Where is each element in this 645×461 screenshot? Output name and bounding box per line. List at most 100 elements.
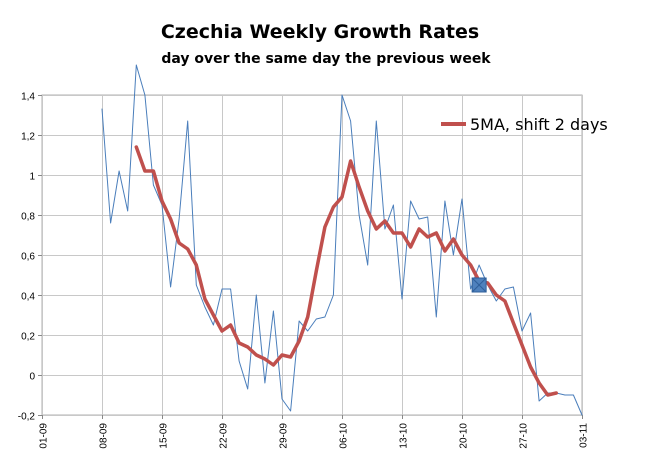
data-point-daily [136,64,138,66]
data-point-5ma [512,321,515,324]
data-point-daily [341,94,343,96]
data-point-daily [247,388,249,390]
y-tick-label: 1,2 [21,132,35,143]
marker-cross-line [471,277,487,293]
x-tick-label: 27-10 [519,423,530,449]
data-point-daily [513,286,515,288]
data-point-daily [436,316,438,318]
data-point-daily [333,294,335,296]
data-point-5ma [426,235,429,238]
data-point-5ma [203,297,206,300]
data-point-daily [376,120,378,122]
data-point-daily [298,320,300,322]
x-tick-label: 22-09 [219,423,230,449]
data-point-daily [221,288,223,290]
data-point-5ma [383,219,386,222]
data-point-5ma [529,365,532,368]
data-point-5ma [255,353,258,356]
data-point-daily [478,264,480,266]
data-point-daily [127,210,129,212]
data-point-daily [573,394,575,396]
data-point-daily [461,198,463,200]
data-point-5ma [366,209,369,212]
data-point-daily [401,298,403,300]
data-point-5ma [435,231,438,234]
data-point-daily [316,318,318,320]
data-point-daily [230,288,232,290]
data-point-daily [153,184,155,186]
data-point-5ma [306,315,309,318]
data-point-5ma [169,217,172,220]
data-point-5ma [375,227,378,230]
data-point-5ma [452,237,455,240]
data-point-5ma [263,357,266,360]
data-point-5ma [546,393,549,396]
y-tick-label: 1 [29,172,35,183]
data-point-5ma [152,169,155,172]
data-point-daily [187,120,189,122]
data-point-5ma [212,313,215,316]
data-point-daily [350,120,352,122]
data-point-5ma [289,355,292,358]
annotations [471,277,487,293]
data-point-5ma [418,227,421,230]
data-point-daily [384,228,386,230]
data-point-5ma [495,293,498,296]
chart-subtitle: day over the same day the previous week [161,51,491,67]
x-tick-label: 01-09 [39,423,50,449]
data-point-daily [204,306,206,308]
data-point-daily [255,294,257,296]
data-point-daily [393,204,395,206]
data-point-5ma [460,253,463,256]
data-point-5ma [520,343,523,346]
data-point-5ma [195,263,198,266]
y-tick-label: 0,8 [21,212,35,223]
data-point-5ma [332,205,335,208]
data-point-5ma [280,353,283,356]
data-point-daily [264,382,266,384]
data-point-daily [410,200,412,202]
data-point-daily [427,216,429,218]
data-point-5ma [358,185,361,188]
data-point-5ma [469,263,472,266]
data-point-daily [521,330,523,332]
data-point-daily [178,218,180,220]
axes: -0,2 0 0,2 0,4 0,6 0,8 1 1,2 1,4 01-09 08-09 15-09 2… [18,92,590,449]
data-point-daily [418,218,420,220]
data-point-5ma [538,381,541,384]
data-point-daily [564,394,566,396]
data-point-daily [530,312,532,314]
data-point-5ma [186,247,189,250]
data-point-daily [324,316,326,318]
data-point-daily [581,414,583,416]
data-point-daily [144,94,146,96]
data-point-5ma [503,299,506,302]
data-point-5ma [238,341,241,344]
data-point-daily [196,284,198,286]
data-point-5ma [555,391,558,394]
data-point-5ma [220,329,223,332]
series-line-daily [101,64,583,416]
data-point-5ma [178,241,181,244]
data-point-5ma [409,245,412,248]
data-point-5ma [392,231,395,234]
data-point-5ma [323,225,326,228]
x-tick-label: 29-09 [279,423,290,449]
data-point-daily [358,214,360,216]
x-tick-label: 15-09 [159,423,170,449]
y-tick-label: 0,2 [21,332,35,343]
y-tick-label: 0 [29,372,35,383]
chart-title: Czechia Weekly Growth Rates [161,21,479,43]
data-point-daily [290,410,292,412]
data-point-5ma [229,323,232,326]
x-tick-label: 20-10 [459,423,470,449]
y-tick-label: 0,6 [21,252,35,263]
legend: 5MA, shift 2 days [441,115,608,134]
data-point-5ma [160,199,163,202]
data-point-5ma [143,169,146,172]
data-point-5ma [340,195,343,198]
data-point-daily [118,170,120,172]
data-point-daily [238,360,240,362]
data-point-daily [307,330,309,332]
data-point-daily [281,398,283,400]
